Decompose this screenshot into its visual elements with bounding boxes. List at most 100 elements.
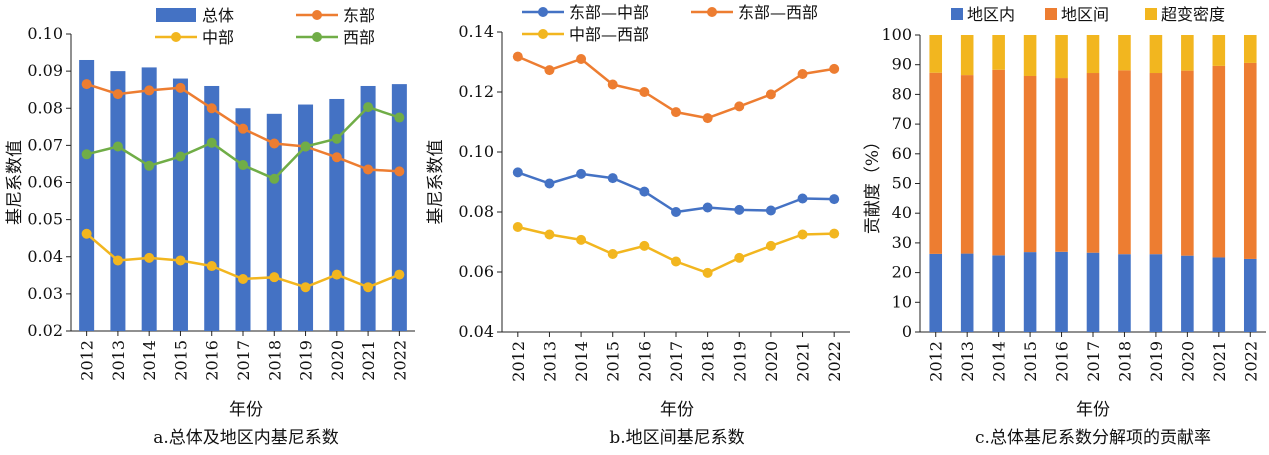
data-point <box>175 82 186 93</box>
data-point <box>394 112 405 123</box>
y-tick-label: 10 <box>892 292 912 311</box>
stacked-bar-segment <box>929 253 943 332</box>
chart-caption: c.总体基尼系数分解项的贡献率 <box>975 428 1211 448</box>
stacked-bar-segment <box>1212 65 1226 258</box>
x-tick-label: 2020 <box>762 341 781 382</box>
data-point <box>734 101 745 112</box>
stacked-bar-segment <box>960 35 974 76</box>
data-point <box>639 186 650 197</box>
data-point <box>671 207 681 217</box>
legend-marker <box>312 10 322 20</box>
x-tick-label: 2019 <box>1147 341 1166 382</box>
data-point <box>829 228 840 239</box>
legend-swatch <box>1145 8 1157 20</box>
x-tick-label: 2021 <box>794 341 813 382</box>
data-point <box>576 54 587 64</box>
data-point <box>175 255 186 266</box>
data-point <box>269 272 280 283</box>
legend-marker <box>538 29 548 39</box>
data-point <box>238 274 248 285</box>
x-tick-label: 2012 <box>927 341 946 382</box>
data-point <box>300 282 311 293</box>
legend-label: 中部—西部 <box>569 25 649 44</box>
y-tick-label: 0.08 <box>458 202 494 221</box>
data-point <box>671 256 681 267</box>
legend-label: 东部 <box>343 6 375 25</box>
legend-marker <box>707 7 717 17</box>
y-tick-label: 0.06 <box>27 173 63 192</box>
stacked-bar-segment <box>1243 62 1257 259</box>
y-tick-label: 0.09 <box>27 61 63 80</box>
data-point <box>607 249 618 259</box>
data-point <box>765 240 776 251</box>
data-point <box>576 168 587 179</box>
x-tick-label: 2022 <box>1241 341 1260 382</box>
data-point <box>797 193 808 204</box>
x-tick-label: 2017 <box>234 340 253 381</box>
chart-a: 0.02 0.03 0.04 0.05 0.06 0.07 0.08 0.09 0.10 2012… <box>5 6 415 448</box>
x-tick-label: 2012 <box>78 340 97 381</box>
legend-swatch <box>156 8 196 22</box>
y-tick-label: 0 <box>902 322 912 341</box>
stacked-bar-segment <box>960 253 974 332</box>
data-point <box>300 141 311 152</box>
y-tick-label: 30 <box>892 233 912 252</box>
data-point <box>734 204 745 215</box>
data-point <box>576 234 587 245</box>
series-line <box>517 171 835 214</box>
data-point <box>331 269 342 280</box>
x-tick-label: 2013 <box>109 340 128 381</box>
chart-b: 0.04 0.06 0.08 0.10 0.12 0.14 2012 2013 2014 2015… <box>426 3 850 448</box>
y-tick-label: 0.10 <box>458 142 494 161</box>
data-point <box>702 113 713 124</box>
y-tick-label: 0.02 <box>27 321 63 340</box>
data-point <box>544 65 555 76</box>
stacked-bar-segment <box>1149 254 1163 332</box>
y-tick-label: 0.07 <box>27 135 63 154</box>
y-tick-label: 0.14 <box>458 22 494 41</box>
x-tick-label: 2014 <box>990 341 1009 382</box>
stacked-bar-segment <box>1212 35 1226 66</box>
legend-marker <box>312 32 322 42</box>
data-point <box>607 173 618 184</box>
stacked-bar-segment <box>960 75 974 254</box>
data-point <box>797 69 808 79</box>
stacked-bar-segment <box>1055 35 1068 79</box>
x-tick-label: 2019 <box>730 341 749 382</box>
stacked-bar-segment <box>1118 70 1131 255</box>
stacked-bar-segment <box>992 255 1005 332</box>
x-tick-label: 2020 <box>1178 341 1197 382</box>
y-tick-label: 0.12 <box>458 82 494 101</box>
data-point <box>363 164 374 175</box>
y-tick-label: 0.03 <box>27 284 63 303</box>
bar <box>298 104 314 331</box>
stacked-bar-segment <box>992 35 1005 70</box>
data-point <box>331 133 342 144</box>
data-point <box>206 137 217 148</box>
y-tick-label: 100 <box>881 25 912 44</box>
data-point <box>639 240 650 251</box>
data-point <box>512 222 523 232</box>
stacked-bar-segment <box>1212 257 1226 332</box>
stacked-bar-segment <box>1118 35 1131 71</box>
legend-label: 西部 <box>343 28 375 47</box>
y-tick-label: 60 <box>892 144 912 163</box>
data-point <box>144 252 155 263</box>
legend-label: 东部—中部 <box>569 3 649 22</box>
stacked-bar-segment <box>1181 70 1194 256</box>
y-axis-title: 贡献度（%） <box>863 133 883 234</box>
data-point <box>238 123 248 134</box>
x-tick-label: 2014 <box>572 341 591 382</box>
x-tick-label: 2012 <box>509 341 528 382</box>
legend-label: 地区间 <box>1061 5 1109 24</box>
x-tick-label: 2021 <box>359 340 378 381</box>
x-tick-label: 2014 <box>140 340 159 381</box>
data-point <box>269 173 280 184</box>
y-tick-label: 0.04 <box>27 247 63 266</box>
data-point <box>269 138 280 149</box>
x-tick-label: 2013 <box>540 341 559 382</box>
data-point <box>206 103 217 114</box>
bar <box>110 71 126 331</box>
stacked-bar-segment <box>1055 78 1068 252</box>
